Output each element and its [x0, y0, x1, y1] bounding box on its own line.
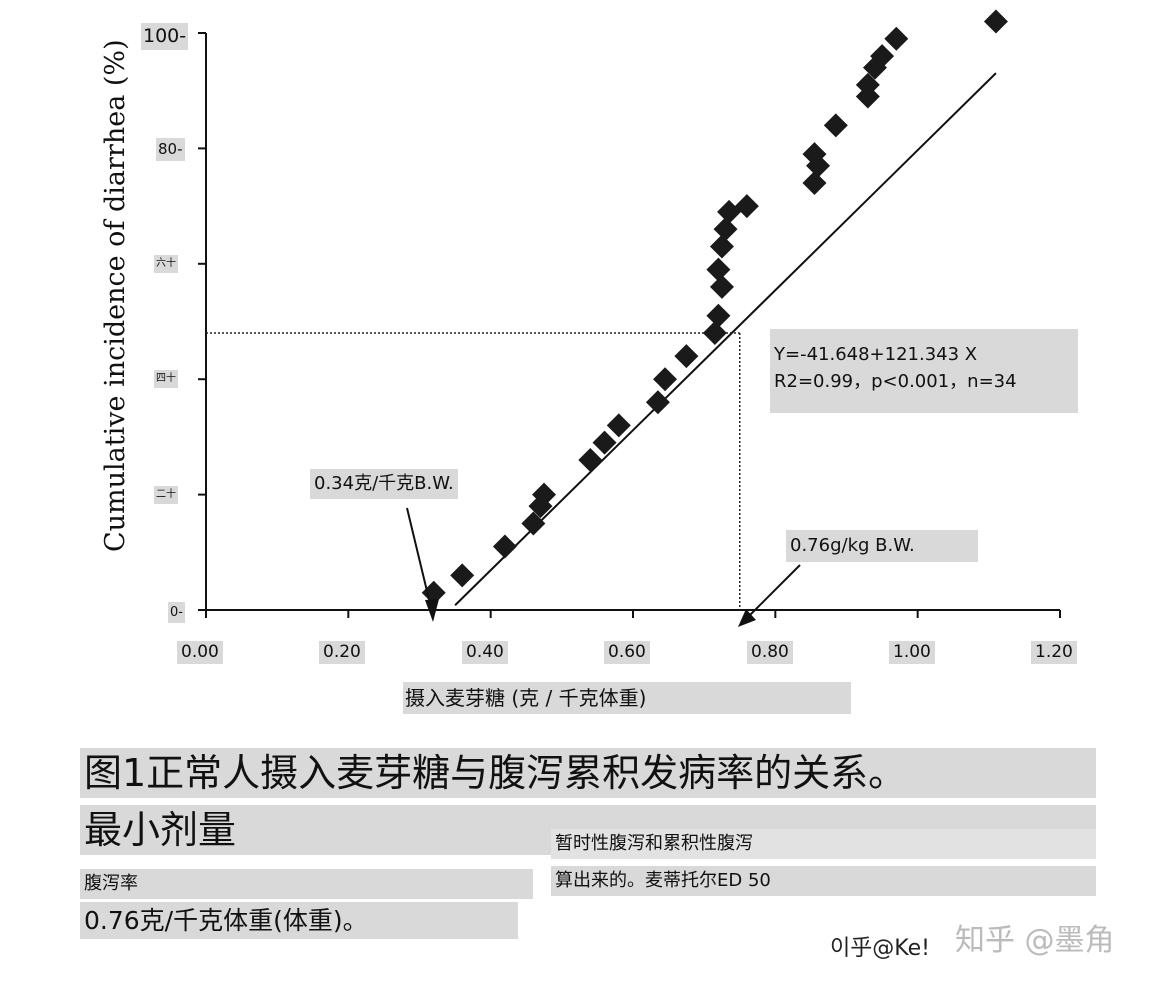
data-point — [606, 413, 631, 438]
y-tick-label-80: 80- — [156, 138, 185, 161]
data-point — [802, 142, 827, 167]
data-point — [870, 44, 895, 69]
data-point — [492, 534, 517, 559]
annotation-min-dose: 0.34克/千克B.W. — [310, 469, 458, 499]
caption-line-3: 0.76克/千克体重(体重)。 — [80, 902, 518, 939]
watermark-2: 知乎 @墨角 — [955, 923, 1115, 958]
data-point — [421, 580, 446, 605]
data-point — [653, 367, 678, 392]
data-point — [706, 257, 731, 282]
axes — [198, 32, 1061, 618]
data-point — [717, 199, 742, 224]
x-tick-label-060: 0.60 — [604, 641, 650, 664]
caption-line-1: 图1正常人摄入麦芽糖与腹泻累积发病率的关系。 — [80, 748, 1096, 798]
y-tick-label-0: 0- — [168, 602, 185, 623]
data-point — [713, 217, 738, 242]
data-point — [578, 447, 603, 472]
regression-line — [454, 72, 997, 606]
caption-snippet-1: 暂时性腹泻和累积性腹泻 — [551, 829, 1096, 859]
data-point — [706, 303, 731, 328]
annotation-ed50: 0.76g/kg B.W. — [786, 530, 978, 562]
x-tick-label-040: 0.40 — [462, 641, 508, 664]
data-point — [802, 171, 827, 196]
x-tick-label-020: 0.20 — [319, 641, 365, 664]
data-point — [734, 194, 759, 219]
equation-line-2: R2=0.99，p<0.001，n=34 — [774, 371, 1017, 392]
data-point — [884, 26, 909, 51]
axis-ticks — [198, 32, 1061, 618]
y-tick-label-20: 二十 — [154, 486, 178, 504]
data-point — [532, 482, 557, 507]
arrow-right-shaft — [744, 564, 801, 621]
equation-line-1: Y=-41.648+121.343 X — [774, 344, 978, 365]
x-tick-label-0: 0.00 — [177, 641, 223, 664]
x-tick-label-080: 0.80 — [747, 641, 793, 664]
arrow-left-shaft — [406, 507, 433, 613]
data-point — [702, 321, 727, 346]
data-point — [645, 390, 670, 415]
annotation-arrows — [406, 507, 801, 627]
y-tick-label-40: 四十 — [154, 370, 178, 388]
x-axis-label: 摄入麦芽糖 (克 / 千克体重) — [403, 682, 851, 714]
x-tick-label-100: 1.00 — [889, 641, 935, 664]
data-point — [823, 113, 848, 138]
data-point — [862, 55, 887, 80]
data-point — [521, 511, 546, 536]
watermark-1: 이乎@Ke! — [830, 936, 930, 961]
data-points — [421, 9, 1008, 605]
data-point — [709, 234, 734, 259]
data-point — [855, 72, 880, 97]
data-point — [674, 344, 699, 369]
data-point — [450, 563, 475, 588]
caption-snippet-3: 算出来的。麦蒂托尔ED 50 — [551, 866, 1096, 896]
caption-snippet-2: 腹泻率 — [80, 869, 533, 899]
y-tick-label-60: 六十 — [154, 255, 178, 273]
data-point — [592, 430, 617, 455]
x-tick-label-120: 1.20 — [1031, 641, 1077, 664]
data-point — [983, 9, 1008, 34]
y-axis-label: Cumulative incidence of diarrhea (%) — [100, 39, 131, 552]
arrow-right-head — [738, 609, 756, 627]
y-tick-label-100: 100- — [141, 23, 189, 50]
data-point — [709, 274, 734, 299]
regression-equation-box: Y=-41.648+121.343 X R2=0.99，p<0.001，n=34 — [770, 329, 1078, 413]
reference-lines — [206, 332, 741, 610]
arrow-left-head — [425, 599, 439, 622]
